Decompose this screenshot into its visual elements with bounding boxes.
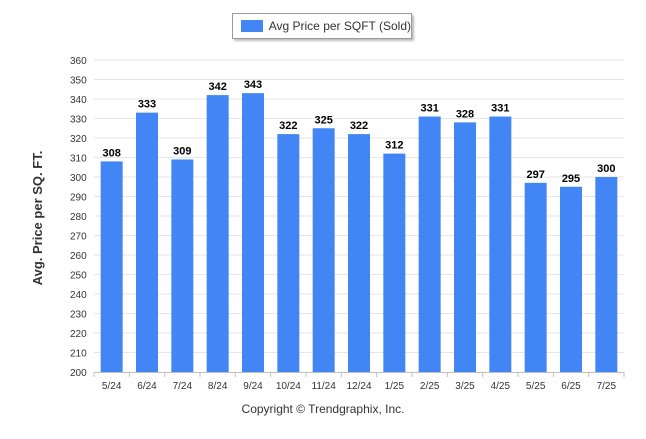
y-axis-label: Avg. Price per SQ. FT.: [30, 151, 45, 286]
bar: [348, 134, 370, 372]
data-label: 331: [420, 103, 438, 115]
data-label: 342: [208, 81, 226, 93]
data-label: 297: [526, 169, 544, 181]
y-tick-label: 250: [70, 271, 87, 282]
x-tick-label: 1/25: [385, 381, 405, 392]
y-tick-label: 230: [70, 310, 87, 321]
data-label: 295: [562, 173, 580, 185]
bar: [171, 159, 194, 372]
x-tick-label: 12/24: [346, 381, 371, 392]
y-tick-label: 280: [70, 212, 87, 223]
y-tick-label: 320: [70, 134, 87, 145]
y-tick-label: 260: [70, 251, 87, 262]
y-tick-label: 270: [70, 232, 87, 243]
x-tick-label: 10/24: [276, 381, 301, 392]
x-tick-label: 3/25: [455, 381, 475, 392]
data-label: 328: [456, 108, 474, 120]
data-label: 300: [597, 163, 615, 175]
x-tick-label: 4/25: [491, 381, 511, 392]
x-tick-label: 8/24: [208, 381, 228, 392]
y-tick-label: 290: [70, 193, 87, 204]
bar: [206, 95, 229, 372]
bar: [277, 134, 300, 372]
bar: [100, 161, 123, 372]
bar: [418, 116, 441, 372]
x-tick-label: 6/24: [137, 381, 157, 392]
bar: [454, 122, 476, 373]
y-tick-label: 340: [70, 95, 87, 106]
data-label: 308: [102, 147, 120, 159]
data-label: 322: [350, 120, 368, 132]
y-tick-label: 210: [70, 349, 87, 360]
x-tick-label: 6/25: [561, 381, 581, 392]
bar: [560, 186, 582, 372]
x-tick-label: 5/25: [526, 381, 546, 392]
copyright-text: Copyright © Trendgraphix, Inc.: [241, 402, 405, 416]
legend[interactable]: Avg Price per SQFT (Sold): [232, 13, 412, 39]
data-label: 333: [138, 99, 156, 111]
y-tick-label: 330: [70, 115, 87, 126]
y-tick-label: 220: [70, 329, 87, 340]
data-label: 312: [385, 140, 403, 152]
bar: [524, 182, 547, 372]
x-tick-label: 11/24: [312, 381, 337, 392]
data-label: 309: [173, 145, 191, 157]
data-label: 343: [244, 79, 262, 91]
data-labels: 308 333 309 342 343 322 325 322 312 331 328 331 297 2…: [102, 79, 615, 185]
bar: [312, 128, 335, 372]
x-tick-label: 9/24: [243, 381, 263, 392]
data-label: 331: [491, 103, 509, 115]
y-tick-label: 350: [70, 76, 87, 87]
bar: [489, 116, 512, 372]
x-tick-label: 7/24: [173, 381, 193, 392]
y-tick-label: 240: [70, 290, 87, 301]
x-tick-label: 7/25: [597, 381, 617, 392]
y-tick-label: 360: [70, 56, 87, 67]
bar: [383, 153, 406, 372]
y-tick-label: 300: [70, 173, 87, 184]
legend-swatch: [241, 20, 263, 32]
axes: 200 210 220 230 240 250 260 270 280 290 300 310 320 3…: [70, 56, 625, 392]
y-tick-label: 310: [70, 154, 87, 165]
data-label: 325: [314, 114, 332, 126]
x-tick-label: 2/25: [420, 381, 440, 392]
bar: [595, 177, 618, 372]
bars: [100, 93, 618, 373]
x-tick-label: 5/24: [102, 381, 122, 392]
bar: [242, 93, 264, 373]
legend-label: Avg Price per SQFT (Sold): [268, 19, 411, 33]
bar: [136, 112, 158, 373]
y-tick-label: 200: [70, 368, 87, 379]
data-label: 322: [279, 120, 297, 132]
